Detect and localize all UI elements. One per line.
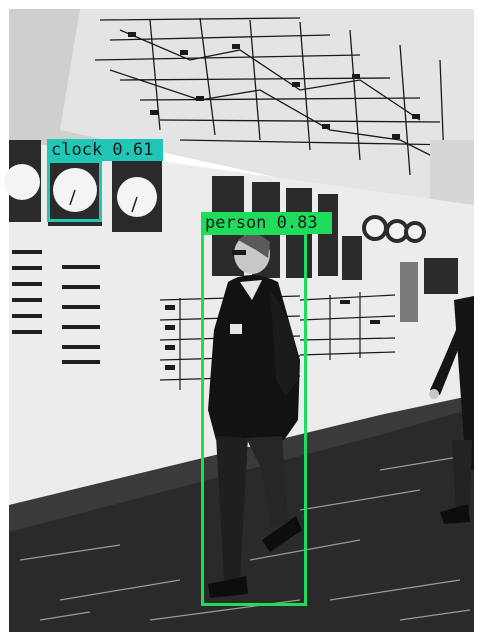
clock-detection-label: clock 0.61 [47,139,163,161]
person-detection-box [201,232,307,606]
clock-detection-box [47,160,102,222]
person-detection-label: person 0.83 [201,212,332,234]
